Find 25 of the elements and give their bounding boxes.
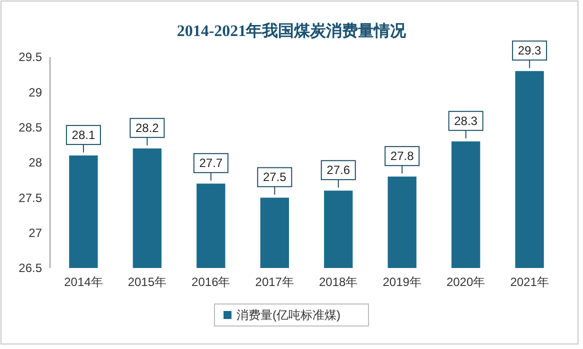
x-tick-label: 2021年 bbox=[510, 275, 549, 289]
y-tick-label: 27 bbox=[28, 226, 42, 240]
y-tick-label: 27.5 bbox=[18, 190, 42, 205]
data-label: 27.7 bbox=[199, 156, 223, 170]
data-label: 27.8 bbox=[390, 149, 414, 164]
y-tick-label: 26.5 bbox=[18, 261, 42, 276]
data-label: 28.2 bbox=[136, 120, 160, 135]
data-label: 29.3 bbox=[518, 44, 542, 58]
x-tick-label: 2020年 bbox=[446, 275, 486, 289]
y-tick-label: 29.5 bbox=[18, 50, 42, 64]
data-label: 27.6 bbox=[326, 163, 350, 178]
chart-title: 2014-2021年我国煤炭消费量情况 bbox=[176, 22, 408, 40]
x-tick-label: 2018年 bbox=[319, 275, 358, 289]
data-label: 27.5 bbox=[262, 170, 287, 184]
x-tick-label: 2019年 bbox=[382, 275, 422, 289]
data-label: 28.3 bbox=[454, 114, 478, 128]
x-tick-label: 2015年 bbox=[128, 275, 167, 289]
data-label: 28.1 bbox=[72, 128, 96, 142]
x-tick-label: 2014年 bbox=[64, 275, 103, 289]
y-tick-label: 28.5 bbox=[18, 120, 42, 135]
legend-label: 消费量(亿吨标准煤) bbox=[236, 308, 340, 322]
y-tick-label: 28 bbox=[28, 156, 42, 170]
y-tick-label: 29 bbox=[28, 85, 42, 100]
x-tick-label: 2016年 bbox=[192, 275, 230, 289]
x-tick-label: 2017年 bbox=[255, 275, 294, 289]
